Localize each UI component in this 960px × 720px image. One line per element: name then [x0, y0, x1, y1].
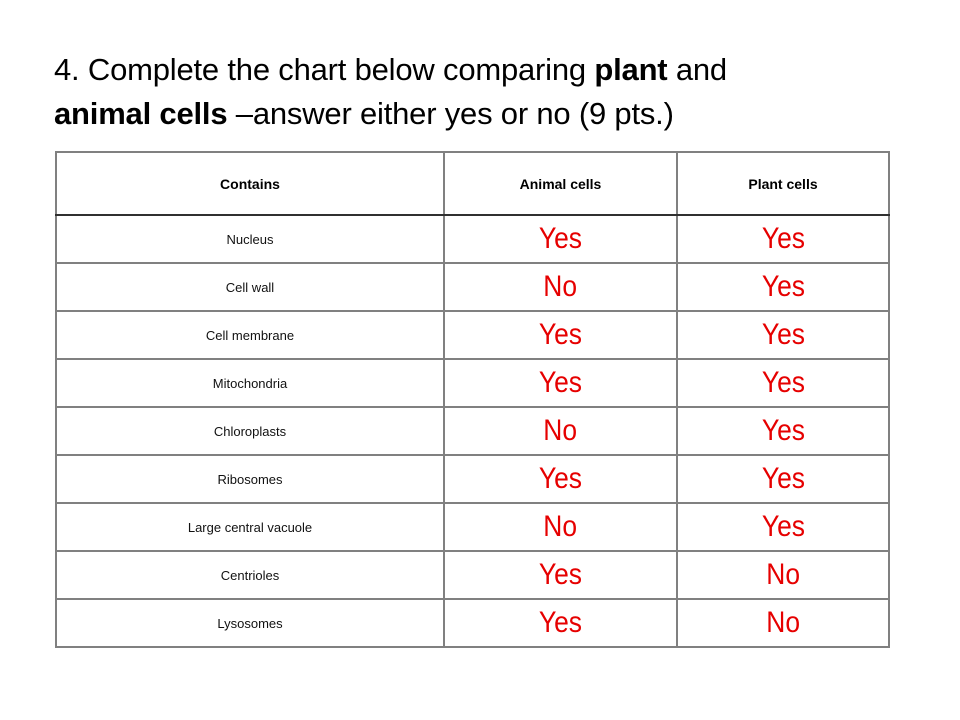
feature-cell: Mitochondria	[55, 358, 445, 408]
animal-answer-cell: No	[443, 262, 678, 312]
animal-answer-cell: Yes	[443, 310, 678, 360]
answer-text: Yes	[761, 414, 805, 447]
header-plant-cells: Plant cells	[676, 151, 890, 216]
plant-answer-cell: Yes	[676, 358, 890, 408]
plant-answer-cell: Yes	[676, 214, 890, 264]
answer-text: Yes	[538, 318, 583, 351]
question-text-part: Complete the chart below comparing	[79, 52, 595, 87]
feature-cell: Cell membrane	[55, 310, 445, 360]
plant-answer-cell: Yes	[676, 310, 890, 360]
plant-answer-cell: Yes	[676, 502, 890, 552]
answer-text: No	[543, 510, 578, 543]
plant-answer-cell: No	[676, 550, 890, 600]
plant-answer-cell: Yes	[676, 454, 890, 504]
answer-text: No	[543, 414, 578, 447]
question-bold-plant: plant	[594, 52, 668, 87]
answer-text: Yes	[761, 222, 805, 255]
animal-answer-cell: No	[443, 502, 678, 552]
answer-text: Yes	[761, 462, 805, 495]
question-text-part: and	[667, 52, 727, 87]
answer-text: Yes	[761, 270, 805, 303]
table-row: Cell membrane Yes Yes	[55, 310, 890, 360]
table-row: Chloroplasts No Yes	[55, 406, 890, 456]
animal-answer-cell: Yes	[443, 550, 678, 600]
question-text-part: –answer either yes or no (9 pts.)	[227, 96, 674, 131]
answer-text: Yes	[538, 558, 583, 591]
animal-answer-cell: No	[443, 406, 678, 456]
answer-text: No	[766, 558, 800, 591]
answer-text: Yes	[761, 510, 805, 543]
answer-text: No	[543, 270, 578, 303]
answer-text: Yes	[538, 222, 583, 255]
question-number: 4.	[54, 52, 80, 87]
header-row: Contains Animal cells Plant cells	[55, 151, 890, 216]
feature-cell: Ribosomes	[55, 454, 445, 504]
feature-cell: Nucleus	[55, 214, 445, 264]
question-title: 4. Complete the chart below comparing pl…	[54, 48, 934, 136]
table-row: Centrioles Yes No	[55, 550, 890, 600]
answer-text: Yes	[538, 462, 583, 495]
plant-answer-cell: Yes	[676, 406, 890, 456]
table-row: Large central vacuole No Yes	[55, 502, 890, 552]
question-bold-animal-cells: animal cells	[54, 96, 228, 131]
feature-cell: Lysosomes	[55, 598, 445, 648]
animal-answer-cell: Yes	[443, 454, 678, 504]
answer-text: Yes	[538, 366, 583, 399]
table-row: Mitochondria Yes Yes	[55, 358, 890, 408]
animal-answer-cell: Yes	[443, 598, 678, 648]
answer-text: Yes	[538, 606, 583, 639]
table-row: Cell wall No Yes	[55, 262, 890, 312]
header-contains: Contains	[55, 151, 445, 216]
header-animal-cells: Animal cells	[443, 151, 678, 216]
comparison-table: Contains Animal cells Plant cells Nucleu…	[55, 151, 890, 648]
feature-cell: Large central vacuole	[55, 502, 445, 552]
feature-cell: Centrioles	[55, 550, 445, 600]
animal-answer-cell: Yes	[443, 358, 678, 408]
feature-cell: Cell wall	[55, 262, 445, 312]
plant-answer-cell: No	[676, 598, 890, 648]
answer-text: Yes	[761, 318, 805, 351]
feature-cell: Chloroplasts	[55, 406, 445, 456]
table-row: Ribosomes Yes Yes	[55, 454, 890, 504]
answer-text: Yes	[761, 366, 805, 399]
plant-answer-cell: Yes	[676, 262, 890, 312]
answer-text: No	[766, 606, 800, 639]
table-row: Lysosomes Yes No	[55, 598, 890, 648]
animal-answer-cell: Yes	[443, 214, 678, 264]
table-row: Nucleus Yes Yes	[55, 214, 890, 264]
